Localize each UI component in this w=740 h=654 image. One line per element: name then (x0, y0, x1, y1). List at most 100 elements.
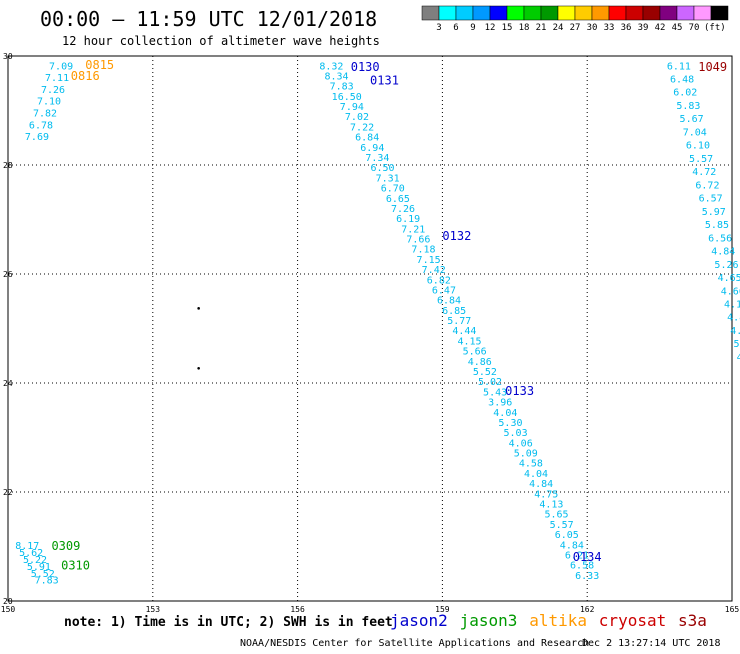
colorbar-tick: 39 (638, 23, 649, 33)
colorbar-swatch (626, 6, 643, 20)
y-tick-label: 30 (3, 52, 13, 61)
colorbar-swatch (660, 6, 677, 20)
colorbar-swatch (558, 6, 575, 20)
data-point-altika: 7.11 (45, 73, 69, 84)
data-point-s3a: 6.72 (695, 180, 719, 191)
data-point-s3a: 4.84 (727, 313, 740, 324)
colorbar-tick: 24 (553, 23, 564, 33)
colorbar-swatch (507, 6, 524, 20)
legend-item-altika: altika (529, 611, 587, 630)
legend-item-jason3: jason3 (460, 611, 518, 630)
x-tick-label: 156 (290, 605, 305, 614)
data-layer: 7.097.117.267.107.826.787.698.328.347.83… (15, 58, 740, 587)
island-dot (197, 367, 200, 370)
data-point-s3a: 4.84 (711, 247, 735, 258)
colorbar-swatch (422, 6, 439, 20)
data-point-s3a: 4.72 (692, 167, 716, 178)
colorbar-tick: 45 (672, 23, 683, 33)
colorbar-swatch (490, 6, 507, 20)
colorbar-swatch (643, 6, 660, 20)
data-point-s3a: 4.82 (737, 352, 740, 363)
colorbar-tick: 21 (536, 23, 547, 33)
pass-time-label: 0133 (505, 384, 534, 398)
footer-credit: NOAA/NESDIS Center for Satellite Applica… (240, 638, 589, 649)
y-tick-label: 28 (3, 161, 13, 170)
colorbar-swatch (575, 6, 592, 20)
pass-time-label: 0310 (61, 558, 90, 572)
x-tick-label: 150 (1, 605, 16, 614)
pass-time-label: 0309 (51, 539, 80, 553)
legend-item-s3a: s3a (678, 611, 707, 630)
colorbar-tick: 30 (587, 23, 598, 33)
colorbar-swatch (592, 6, 609, 20)
colorbar-tick: 36 (621, 23, 632, 33)
x-tick-label: 153 (146, 605, 161, 614)
data-point-s3a: 5.83 (676, 101, 700, 112)
colorbar-tick: 27 (570, 23, 581, 33)
colorbar-tick: 12 (485, 23, 496, 33)
y-tick-label: 22 (3, 488, 13, 497)
data-point-s3a: 5.26 (714, 260, 738, 271)
colorbar-tick: 18 (519, 23, 530, 33)
data-point-altika: 7.82 (33, 108, 57, 119)
colorbar-tick: 6 (453, 23, 458, 33)
satellite-legend: jason2 jason3 altika cryosat s3a (390, 611, 707, 630)
data-point-altika: 7.09 (49, 61, 73, 72)
data-point-s3a: 7.04 (683, 127, 707, 138)
colorbar-tick: 33 (604, 23, 615, 33)
data-point-altika: 6.78 (29, 120, 53, 131)
legend-item-cryosat: cryosat (599, 611, 666, 630)
legend-item-jason2: jason2 (390, 611, 448, 630)
colorbar-swatch (439, 6, 456, 20)
colorbar-swatch (541, 6, 558, 20)
chart-subtitle: 12 hour collection of altimeter wave hei… (62, 34, 380, 48)
y-tick-label: 26 (3, 270, 13, 279)
data-point-s3a: 5.57 (689, 154, 713, 165)
data-point-s3a: 4.66 (721, 286, 740, 297)
colorbar-tick: 42 (655, 23, 666, 33)
colorbar-swatch (473, 6, 490, 20)
pass-time-label: 0134 (573, 550, 602, 564)
data-point-s3a: 6.11 (667, 61, 691, 72)
data-point-s3a: 5.97 (702, 207, 726, 218)
colorbar-swatch (609, 6, 626, 20)
colorbar-unit: (ft) (704, 23, 726, 33)
data-point-s3a: 6.56 (708, 233, 732, 244)
y-tick-label: 24 (3, 379, 13, 388)
pass-time-label: 0132 (442, 229, 471, 243)
chart-title: 00:00 – 11:59 UTC 12/01/2018 (40, 7, 377, 31)
data-point-s3a: 5.67 (680, 114, 704, 125)
data-point-s3a: 6.48 (670, 75, 694, 86)
pass-time-label: 0131 (370, 73, 399, 87)
island-dot (197, 307, 200, 310)
data-point-altika: 7.69 (25, 132, 49, 143)
data-point-jason2: 6.33 (575, 571, 599, 582)
colorbar-swatch (694, 6, 711, 20)
colorbar-tick: 3 (436, 23, 441, 33)
footer-note: note: 1) Time is in UTC; 2) SWH is in fe… (64, 615, 393, 630)
data-point-altika: 7.26 (41, 85, 65, 96)
x-tick-label: 165 (725, 605, 740, 614)
colorbar-swatch (524, 6, 541, 20)
data-point-s3a: 6.57 (699, 194, 723, 205)
data-point-s3a: 5.61 (733, 339, 740, 350)
data-point-s3a: 6.10 (686, 141, 710, 152)
data-point-s3a: 6.02 (673, 88, 697, 99)
colorbar-swatch (711, 6, 728, 20)
pass-time-label: 0130 (351, 60, 380, 74)
data-point-s3a: 4.18 (724, 300, 740, 311)
data-point-s3a: 4.64 (730, 326, 740, 337)
colorbar-swatch (677, 6, 694, 20)
footer-timestamp: Dec 2 13:27:14 UTC 2018 (582, 638, 720, 649)
data-point-s3a: 5.85 (705, 220, 729, 231)
pass-time-label: 0816 (71, 69, 100, 83)
data-point-s3a: 4.65 (718, 273, 740, 284)
data-point-altika: 7.10 (37, 97, 61, 108)
data-point-jason3: 7.83 (35, 576, 59, 587)
colorbar-tick: 70 (689, 23, 700, 33)
pass-time-label: 1049 (698, 60, 727, 74)
